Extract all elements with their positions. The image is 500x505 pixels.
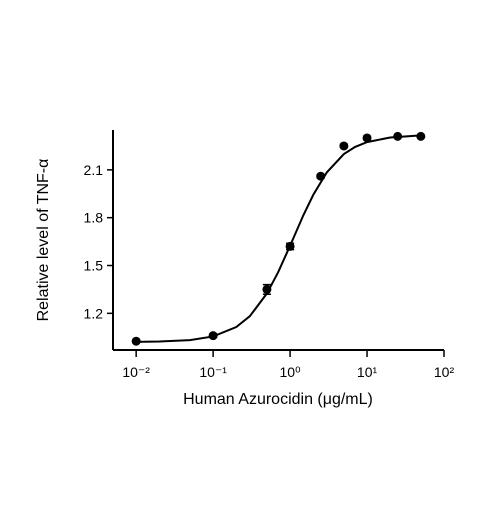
- x-tick-label: 10¹: [357, 364, 378, 380]
- data-point: [262, 284, 272, 294]
- y-tick-label: 1.8: [84, 210, 104, 226]
- x-axis-label: Human Azurocidin (μg/mL): [183, 391, 373, 408]
- data-point: [416, 131, 426, 141]
- y-tick-label: 1.5: [84, 258, 104, 274]
- x-tick-label: 10⁻¹: [199, 364, 227, 380]
- data-point: [362, 133, 372, 143]
- y-tick-label: 1.2: [84, 305, 104, 321]
- y-axis-label: Relative level of TNF-α: [35, 159, 52, 322]
- data-point: [393, 131, 403, 141]
- x-tick-label: 10²: [434, 364, 455, 380]
- x-tick-label: 10⁰: [279, 364, 301, 380]
- y-tick-label: 2.1: [84, 162, 104, 178]
- data-point: [285, 241, 295, 251]
- data-point: [316, 171, 326, 181]
- x-tick-label: 10⁻²: [122, 364, 150, 380]
- data-point: [208, 331, 218, 341]
- data-point: [131, 336, 141, 346]
- data-point: [339, 141, 349, 151]
